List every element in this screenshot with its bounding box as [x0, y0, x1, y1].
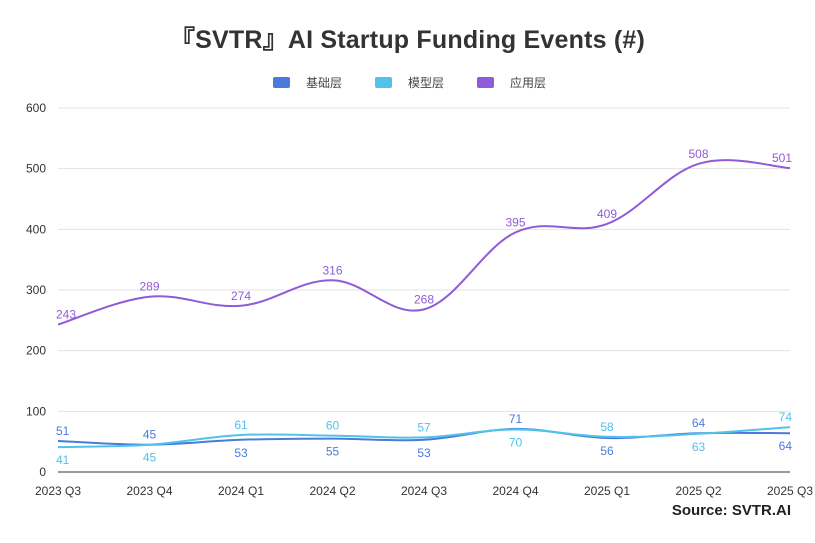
data-label: 58	[600, 420, 614, 434]
data-label: 274	[231, 289, 251, 303]
x-tick-label: 2023 Q3	[35, 484, 81, 498]
data-label: 51	[56, 424, 70, 438]
data-label: 70	[509, 436, 523, 450]
data-label: 63	[692, 440, 706, 454]
data-label: 41	[56, 453, 70, 467]
x-tick-label: 2025 Q2	[675, 484, 721, 498]
chart-title: 『SVTR』AI Startup Funding Events (#)	[169, 26, 646, 54]
y-tick-label: 0	[39, 465, 46, 479]
y-tick-label: 200	[26, 344, 46, 358]
data-labels: 51 45 53 55 53 71 56 64 64 41 45 61 60 57 70 58 63 74 243 2…	[56, 147, 792, 467]
y-tick-label: 100	[26, 404, 46, 418]
data-label: 409	[597, 207, 617, 221]
y-tick-label: 300	[26, 283, 46, 297]
legend-swatch	[375, 77, 392, 88]
data-label: 64	[779, 439, 793, 453]
data-label: 243	[56, 308, 76, 322]
data-label: 395	[505, 215, 525, 229]
data-label: 501	[772, 151, 792, 165]
data-label: 74	[779, 410, 793, 424]
data-label: 289	[139, 280, 159, 294]
grid-lines	[58, 107, 790, 412]
series-lines	[57, 159, 791, 449]
legend-label: 基础层	[306, 76, 342, 90]
data-label: 508	[688, 147, 708, 161]
x-tick-label: 2024 Q3	[401, 484, 447, 498]
data-label: 56	[600, 444, 614, 458]
series-line-2	[57, 426, 791, 449]
series-line-3	[57, 159, 791, 326]
legend-label: 模型层	[408, 76, 444, 90]
data-label: 45	[143, 451, 157, 465]
x-tick-label: 2025 Q3	[767, 484, 813, 498]
x-tick-label: 2024 Q1	[218, 484, 264, 498]
data-label: 60	[326, 419, 340, 433]
legend-swatch	[477, 77, 494, 88]
data-label: 64	[692, 416, 706, 430]
data-label: 71	[509, 412, 523, 426]
data-label: 61	[234, 418, 248, 432]
legend-item[interactable]: 模型层	[375, 76, 444, 90]
legend-swatch	[273, 77, 290, 88]
legend-label: 应用层	[510, 75, 546, 90]
data-label: 55	[326, 445, 340, 459]
x-tick-label: 2025 Q1	[584, 484, 630, 498]
data-label: 57	[417, 420, 431, 434]
legend-item[interactable]: 应用层	[477, 75, 546, 90]
y-tick-label: 500	[26, 162, 46, 176]
data-label: 268	[414, 292, 434, 306]
data-label: 316	[322, 263, 342, 277]
legend[interactable]: 基础层 模型层 应用层	[273, 75, 546, 90]
x-tick-label: 2023 Q4	[126, 484, 172, 498]
legend-item[interactable]: 基础层	[273, 76, 342, 90]
x-tick-label: 2024 Q2	[309, 484, 355, 498]
y-tick-label: 600	[26, 101, 46, 115]
data-label: 45	[143, 428, 157, 442]
x-tick-label: 2024 Q4	[492, 484, 538, 498]
axes: 0 100 200 300 400 500 600 2023 Q3 2023 Q4 2024 Q1…	[26, 101, 813, 498]
data-label: 53	[234, 446, 248, 460]
data-label: 53	[417, 446, 431, 460]
y-tick-label: 400	[26, 222, 46, 236]
source-note: Source: SVTR.AI	[671, 502, 791, 519]
